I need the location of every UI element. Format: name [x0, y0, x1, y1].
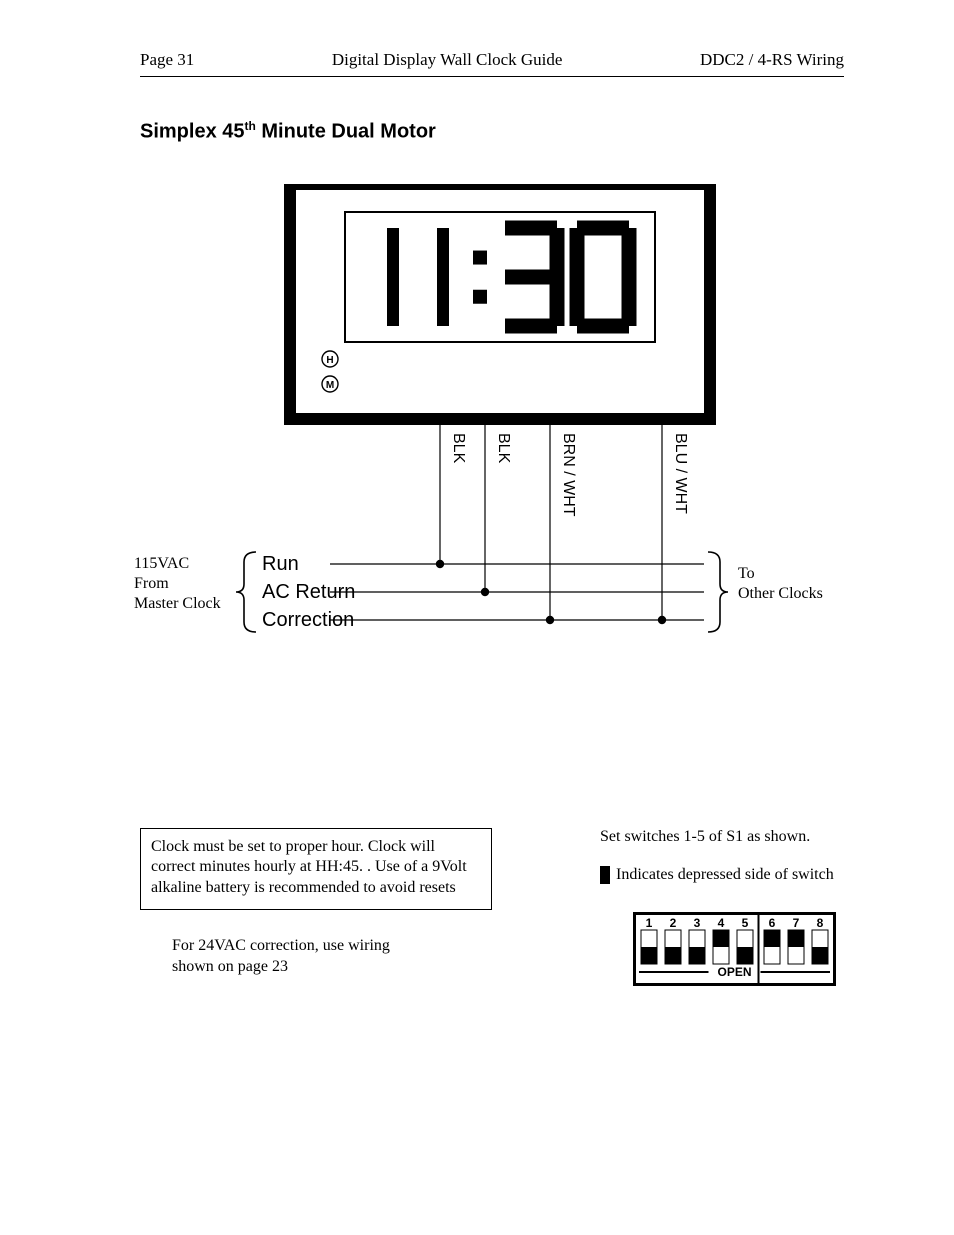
page-title: Simplex 45th Minute Dual Motor: [140, 119, 844, 144]
svg-text:BLK: BLK: [450, 433, 467, 464]
svg-text:AC Return: AC Return: [262, 581, 355, 603]
indicator-text: Indicates depressed side of switch: [616, 866, 834, 884]
header-center: Digital Display Wall Clock Guide: [332, 50, 563, 70]
page: Page 31 Digital Display Wall Clock Guide…: [0, 0, 954, 1235]
svg-text:Other Clocks: Other Clocks: [738, 585, 823, 602]
svg-text:H: H: [326, 355, 333, 366]
svg-text:5: 5: [742, 916, 749, 930]
wiring-diagram: H M BLK BLK BRN / WHT BLU / WHT Run AC Return Co…: [130, 184, 850, 824]
svg-text:BLK: BLK: [495, 433, 512, 464]
svg-text:To: To: [738, 565, 755, 582]
header-page-label: Page 31: [140, 50, 194, 70]
svg-text:1: 1: [646, 916, 653, 930]
note-24vac: For 24VAC correction, use wiring shown o…: [172, 936, 432, 978]
page-header: Page 31 Digital Display Wall Clock Guide…: [140, 50, 844, 77]
lower-area: Clock must be set to proper hour. Clock …: [140, 828, 860, 978]
note-box-text: Clock must be set to proper hour. Clock …: [151, 838, 467, 897]
depressed-indicator-icon: [600, 866, 610, 884]
svg-text:8: 8: [817, 916, 824, 930]
svg-text:From: From: [134, 575, 169, 592]
dip-switch-diagram: 1 2 3 4 5 6 7 8 OPEN: [633, 912, 836, 986]
svg-text:6: 6: [769, 916, 776, 930]
svg-text:BRN / WHT: BRN / WHT: [560, 433, 577, 517]
svg-text:4: 4: [718, 916, 725, 930]
note-box: Clock must be set to proper hour. Clock …: [140, 828, 492, 910]
svg-text:7: 7: [793, 916, 800, 930]
svg-text:3: 3: [694, 916, 701, 930]
title-post: Minute Dual Motor: [256, 121, 436, 143]
svg-text:M: M: [326, 380, 334, 391]
svg-text:Master Clock: Master Clock: [134, 595, 221, 612]
svg-text:Correction: Correction: [262, 609, 354, 631]
title-pre: Simplex 45: [140, 121, 245, 143]
svg-text:2: 2: [670, 916, 677, 930]
svg-text:OPEN: OPEN: [717, 965, 751, 979]
note-24vac-text: For 24VAC correction, use wiring shown o…: [172, 937, 390, 975]
svg-text:115VAC: 115VAC: [134, 555, 189, 572]
svg-text:Run: Run: [262, 553, 299, 575]
diagram-svg: H M BLK BLK BRN / WHT BLU / WHT Run AC Return Co…: [130, 184, 850, 824]
svg-text:BLU / WHT: BLU / WHT: [672, 433, 689, 514]
title-super: th: [245, 119, 256, 133]
header-right: DDC2 / 4-RS Wiring: [700, 50, 844, 70]
switch-instructions: Set switches 1-5 of S1 as shown. Indicat…: [600, 828, 860, 991]
set-switches-text: Set switches 1-5 of S1 as shown.: [600, 828, 860, 846]
indicator-row: Indicates depressed side of switch: [600, 866, 860, 884]
